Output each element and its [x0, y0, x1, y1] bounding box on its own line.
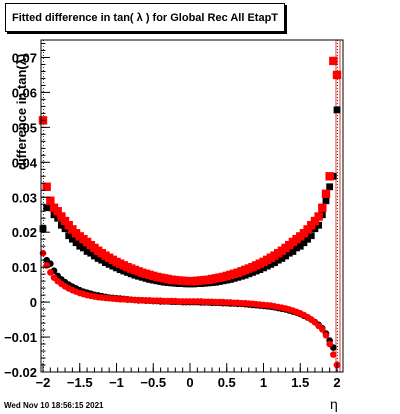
data-point	[330, 351, 337, 358]
data-point	[42, 182, 51, 191]
y-tick-label: 0.01	[12, 260, 37, 275]
data-point	[271, 259, 278, 267]
y-tick-label: 0.04	[12, 155, 38, 170]
y-tick-label: −0.01	[4, 330, 37, 345]
data-point	[326, 340, 333, 348]
data-point	[285, 249, 293, 257]
data-point	[278, 255, 286, 262]
x-tick-label: −1	[109, 375, 124, 390]
data-point	[105, 260, 113, 268]
x-tick-label: 2	[333, 375, 340, 390]
y-tick-label: 0	[30, 295, 37, 310]
data-point	[69, 235, 76, 243]
data-point	[321, 189, 331, 198]
x-tick-label: 0	[186, 375, 193, 390]
plot-frame	[40, 39, 344, 373]
axes: −2 −1.5 −1 −0.5 0 0.5 1 1.5 2 −0.02 −0.01 0 0.01 0.02…	[4, 40, 343, 390]
data-point	[300, 239, 308, 247]
data-point	[53, 207, 62, 216]
footer-timestamp: Wed Nov 10 18:56:15 2021	[4, 401, 104, 410]
data-point	[91, 252, 98, 260]
y-tick-label: 0.07	[12, 50, 37, 65]
y-tick-label: −0.02	[4, 365, 37, 380]
data-point	[47, 269, 54, 276]
data-point	[329, 56, 338, 66]
chart-title-box: Fitted difference in tan( λ ) for Global…	[5, 3, 285, 32]
y-tick-label: 0.03	[12, 190, 37, 205]
data-point	[83, 248, 91, 255]
data-point	[326, 183, 334, 191]
data-point	[274, 256, 282, 264]
data-point	[319, 326, 326, 333]
x-tick-label: 0.5	[218, 375, 236, 390]
x-tick-label: −1.5	[67, 375, 93, 390]
y-tick-label: 0.06	[12, 85, 37, 100]
data-point	[43, 204, 51, 212]
data-point	[65, 232, 73, 240]
x-tick-label: 1	[260, 375, 267, 390]
data-point	[322, 197, 330, 205]
data-point	[322, 332, 330, 339]
y-tick-label: 0.05	[12, 120, 37, 135]
data-point	[80, 244, 87, 252]
plot-area	[40, 39, 344, 373]
data-point	[43, 262, 50, 269]
data-point	[98, 256, 106, 264]
x-tick-label: −2	[36, 375, 51, 390]
data-points	[38, 56, 342, 369]
data-point	[314, 212, 323, 221]
data-point	[325, 172, 334, 181]
data-point	[293, 244, 300, 252]
data-point	[332, 70, 342, 80]
data-point	[102, 259, 109, 267]
data-point	[87, 249, 95, 257]
x-tick-label: 1.5	[291, 375, 309, 390]
data-point	[267, 260, 275, 268]
x-axis-label: η	[330, 396, 338, 412]
data-point	[46, 196, 55, 205]
data-point	[333, 106, 341, 114]
data-point	[94, 255, 102, 262]
data-point	[57, 212, 66, 221]
data-point	[296, 242, 304, 250]
x-tick-label: −0.5	[140, 375, 166, 390]
data-point	[304, 235, 311, 243]
data-point	[310, 216, 320, 226]
data-point	[307, 232, 315, 240]
data-point	[282, 252, 289, 260]
data-point	[289, 248, 297, 255]
chart-title: Fitted difference in tan( λ ) for Global…	[11, 11, 279, 24]
y-axis-label: difference in tan(λ)	[14, 53, 29, 170]
data-point	[72, 239, 80, 247]
data-point	[318, 203, 327, 212]
y-tick-label: 0.02	[12, 225, 37, 240]
data-point	[76, 242, 84, 250]
